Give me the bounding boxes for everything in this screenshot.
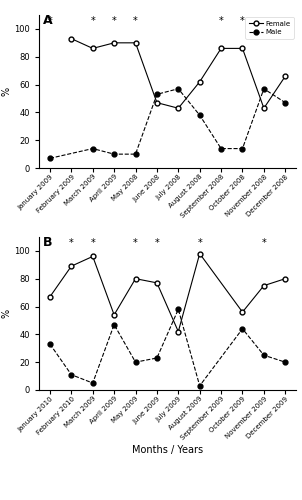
Female xyxy=(134,40,137,46)
Female xyxy=(241,46,244,52)
Male xyxy=(176,306,180,312)
Male xyxy=(284,359,287,365)
Female xyxy=(91,254,95,260)
Line: Male: Male xyxy=(47,307,288,388)
Female xyxy=(48,294,52,300)
Y-axis label: %: % xyxy=(2,87,12,96)
Male xyxy=(48,341,52,347)
Y-axis label: %: % xyxy=(2,309,12,318)
Male xyxy=(134,359,137,365)
Female xyxy=(241,309,244,315)
Female xyxy=(91,46,95,52)
Male xyxy=(241,326,244,332)
Female xyxy=(262,105,266,111)
Female xyxy=(262,282,266,288)
Male xyxy=(48,156,52,162)
Male xyxy=(241,146,244,152)
Female xyxy=(219,46,223,52)
Text: *: * xyxy=(90,16,95,26)
Female xyxy=(155,100,159,105)
Male xyxy=(198,112,201,118)
Female xyxy=(69,263,73,269)
Female xyxy=(198,250,201,256)
Text: *: * xyxy=(262,238,266,248)
Male xyxy=(91,380,95,386)
Male xyxy=(262,352,266,358)
Line: Female: Female xyxy=(47,251,288,334)
Female xyxy=(134,276,137,281)
Text: *: * xyxy=(69,238,74,248)
Male xyxy=(112,322,116,328)
Legend: Female, Male: Female, Male xyxy=(245,17,294,39)
Female xyxy=(284,276,287,281)
Text: B: B xyxy=(43,236,52,249)
Text: *: * xyxy=(219,16,223,26)
Female xyxy=(284,73,287,79)
Text: *: * xyxy=(90,238,95,248)
Male xyxy=(176,86,180,91)
Male xyxy=(262,86,266,91)
Female xyxy=(176,105,180,111)
Male xyxy=(198,383,201,389)
Male xyxy=(91,146,95,152)
Text: A: A xyxy=(43,14,52,27)
Text: *: * xyxy=(240,16,245,26)
Text: *: * xyxy=(133,16,138,26)
Male xyxy=(134,151,137,157)
Female xyxy=(155,280,159,286)
Male xyxy=(155,355,159,361)
Male xyxy=(284,100,287,105)
Female xyxy=(198,79,201,85)
Line: Male: Male xyxy=(47,86,288,161)
Male xyxy=(112,151,116,157)
Text: *: * xyxy=(133,238,138,248)
Male xyxy=(155,92,159,98)
Female xyxy=(69,36,73,42)
Male xyxy=(219,146,223,152)
Line: Female: Female xyxy=(69,36,288,111)
Male xyxy=(69,372,73,378)
Text: *: * xyxy=(48,16,52,26)
Female xyxy=(112,40,116,46)
Female xyxy=(112,312,116,318)
X-axis label: Months / Years: Months / Years xyxy=(132,445,203,455)
Text: *: * xyxy=(112,16,117,26)
Female xyxy=(176,328,180,334)
Text: *: * xyxy=(197,238,202,248)
Text: *: * xyxy=(155,238,159,248)
